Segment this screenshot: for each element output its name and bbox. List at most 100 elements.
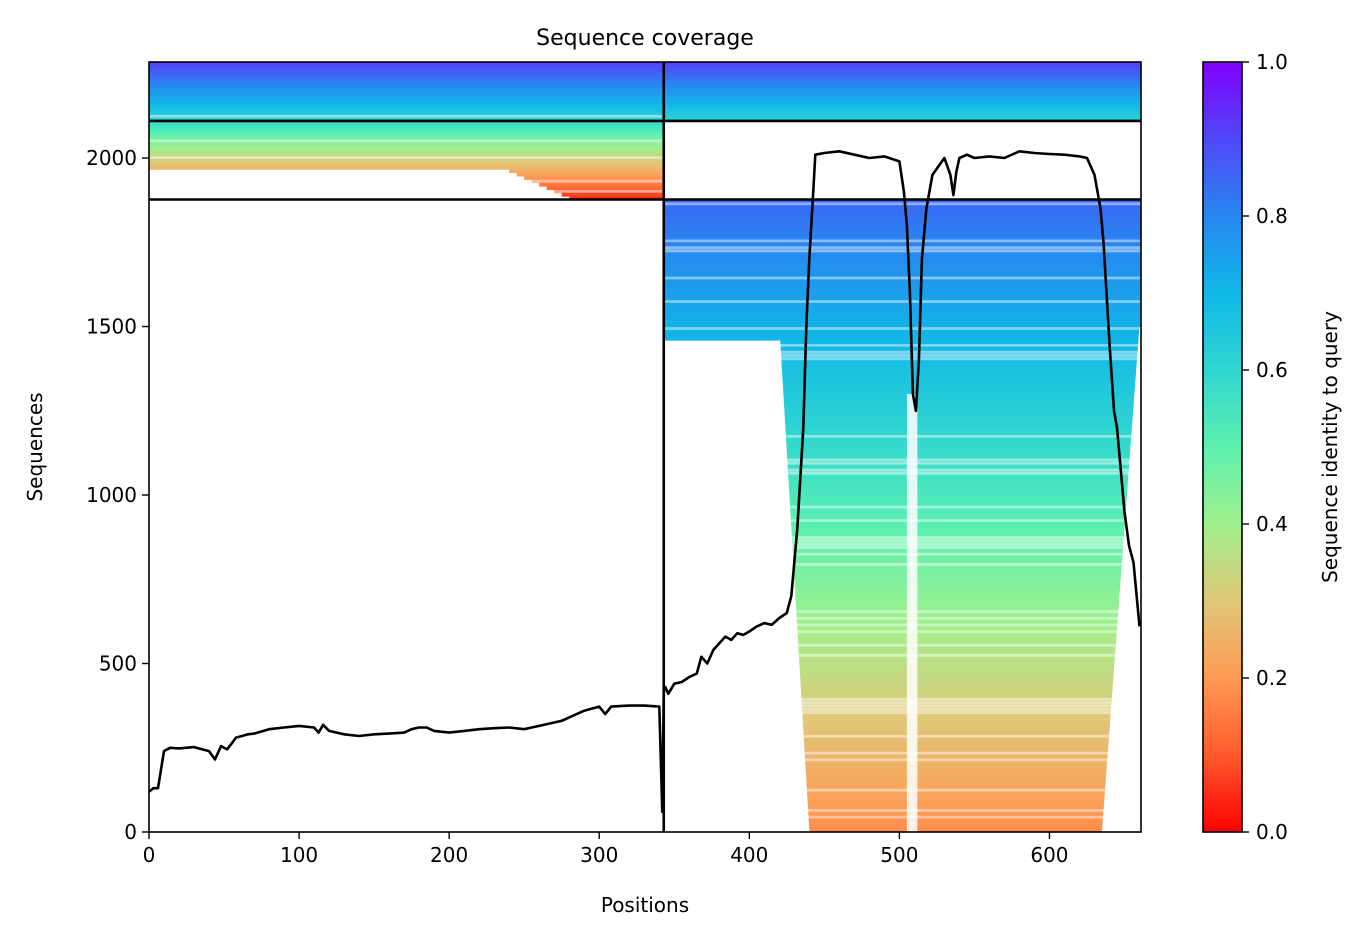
colorbar-label: Sequence identity to query [1318,311,1342,583]
heatmap-row [509,169,664,174]
heatmap-row [786,441,1131,446]
heatmap-row [663,323,1141,328]
heatmap-row [805,761,1107,766]
heatmap-row [663,110,1141,115]
heatmap-row [149,70,664,75]
heatmap-row [791,521,1125,526]
heatmap-row [780,340,1139,344]
heatmap-row [803,727,1110,732]
x-tick-label: 0 [143,843,156,867]
heatmap-row [799,670,1114,675]
heatmap-row [663,249,1141,253]
heatmap-row [663,313,1141,318]
heatmap-row [663,77,1141,82]
heatmap-row [801,703,1112,708]
heatmap-row [801,697,1112,702]
heatmap-row [796,616,1118,621]
block-domain-2-only [663,198,1141,832]
heatmap-row [663,316,1141,321]
heatmap-row [663,289,1141,294]
y-tick-label: 500 [99,652,137,676]
heatmap-row [802,720,1110,725]
heatmap-row [663,329,1139,334]
heatmap-row [787,461,1130,466]
heatmap-row [663,215,1141,220]
heatmap-row [800,676,1114,681]
heatmap-row [663,107,1141,112]
heatmap-row [792,548,1123,553]
heatmap-row [794,586,1120,590]
heatmap-row [781,356,1137,361]
heatmap-row [149,148,664,153]
block-domain-2-paired [663,62,1141,122]
heatmap-row [149,165,664,170]
heatmap-row [663,63,1141,68]
heatmap-row [663,70,1141,75]
heatmap-row [149,152,664,157]
heatmap-row [663,319,1141,324]
heatmap-row [780,343,1138,348]
coverage-line [149,150,1141,814]
heatmap-row [149,114,664,119]
heatmap-row [791,532,1124,537]
heatmap-row [807,798,1105,803]
heatmap-row [663,87,1141,92]
alignment-gap [906,393,918,832]
heatmap-row [516,172,664,177]
heatmap-row [794,582,1121,587]
heatmap-row [663,235,1141,240]
heatmap-row [782,370,1136,375]
heatmap-row [663,80,1141,85]
heatmap-row [149,159,664,164]
heatmap-row [809,825,1103,830]
heatmap-row [804,751,1108,756]
heatmap-row [787,454,1130,459]
heatmap-row [783,397,1134,402]
y-axis-label: Sequences [23,392,47,501]
y-tick-label: 2000 [86,146,137,170]
heatmap-row [808,818,1103,823]
heatmap-row [803,724,1110,729]
heatmap-row [800,683,1113,688]
heatmap-row [788,484,1128,489]
heatmap-row [792,538,1124,543]
heatmap-row [805,767,1107,772]
heatmap-row [807,791,1105,796]
colorbar-tick-label: 0.4 [1256,512,1288,536]
x-tick-label: 400 [730,843,768,867]
heatmap-row [785,434,1132,439]
heatmap-row [793,559,1122,564]
heatmap-row [663,309,1141,314]
heatmap-row [807,801,1104,806]
heatmap-row [780,346,1138,351]
heatmap-row [149,67,664,72]
heatmap-row [663,62,1141,65]
heatmap-row [149,104,664,109]
heatmap-row [149,121,664,126]
heatmap-row [797,636,1117,641]
heatmap-row [790,515,1126,520]
heatmap-row [798,646,1116,651]
heatmap-row [799,656,1115,661]
heatmap-row [663,117,1141,122]
heatmap-row [808,811,1104,816]
heatmap-row [788,471,1129,476]
heatmap-row [663,279,1141,284]
x-tick-label: 100 [280,843,318,867]
heatmap-row [803,734,1109,739]
heatmap-row [149,97,664,102]
heatmap-row [797,626,1117,631]
heatmap-row [808,808,1104,813]
heatmap-row [792,545,1123,550]
heatmap-row [663,286,1141,291]
heatmap-row [801,690,1113,695]
heatmap-row [149,77,664,82]
heatmap-row [149,138,664,143]
heatmap-row [793,562,1122,567]
heatmap-row [149,90,664,95]
heatmap-row [785,427,1132,432]
heatmap-row [782,373,1136,378]
heatmap-row [800,687,1113,692]
heatmap-row [804,744,1109,749]
